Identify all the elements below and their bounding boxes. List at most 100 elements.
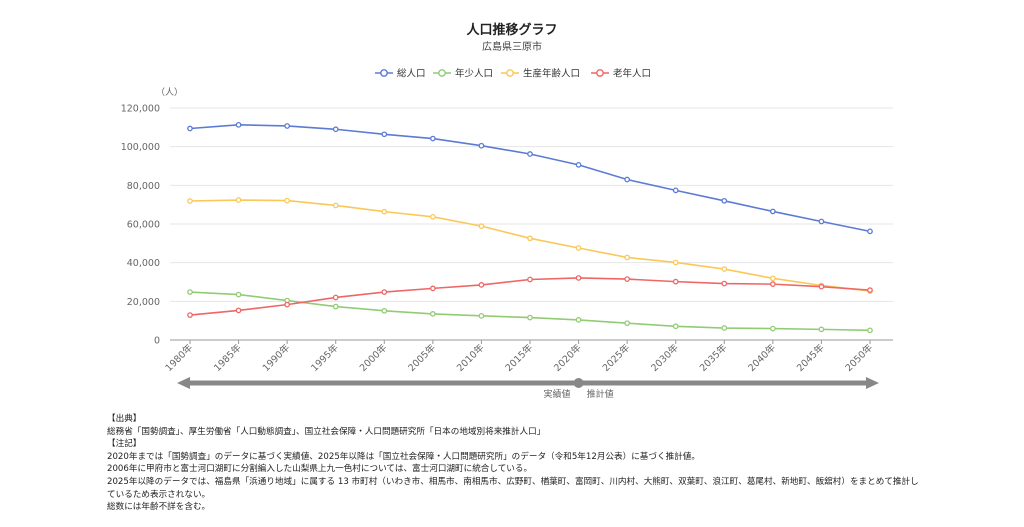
x-tick-label: 2015年 (503, 341, 536, 374)
data-point (430, 135, 436, 142)
series-lines (187, 121, 873, 334)
data-point (721, 197, 728, 204)
y-tick-label: 80,000 (127, 181, 160, 192)
x-tick-label: 1985年 (211, 341, 244, 374)
data-point (478, 223, 485, 229)
actual-projected-range-bar: 実績値 推計値 (177, 377, 879, 400)
legend-marker (380, 69, 388, 77)
x-tick-label: 2025年 (600, 341, 633, 374)
actual-label: 実績値 (544, 388, 571, 400)
chart-subtitle: 広島県三原市 (482, 42, 542, 53)
data-point (672, 187, 679, 194)
range-bar-left-arrow (177, 377, 190, 389)
x-tick-label: 2050年 (843, 341, 876, 374)
note-2: 2006年に甲府市と富士河口湖町に分割編入した山梨県上九一色村については、富士河… (107, 464, 533, 475)
data-point (478, 312, 485, 319)
data-point (575, 275, 582, 281)
range-bar-right-arrow (866, 377, 879, 389)
x-tick-label: 1980年 (163, 341, 196, 374)
data-point (867, 327, 873, 334)
data-point (527, 314, 533, 321)
x-tick-label: 1995年 (309, 341, 342, 374)
data-point (770, 275, 776, 282)
y-tick-label: 20,000 (127, 297, 160, 308)
y-tick-label: 100,000 (121, 142, 160, 153)
data-point (284, 123, 290, 129)
data-point (187, 312, 193, 318)
data-point (672, 259, 679, 266)
legend-item-1: 年少人口 (433, 68, 493, 80)
data-point (721, 266, 728, 272)
x-tick-label: 2005年 (406, 341, 439, 374)
legend-marker (596, 69, 604, 77)
data-point (430, 285, 436, 292)
data-point (721, 280, 728, 287)
data-point (527, 276, 533, 283)
notes-header: 【注記】 (107, 439, 142, 450)
series-1 (187, 289, 873, 334)
data-point (575, 317, 582, 323)
series-line (189, 277, 871, 316)
data-point (381, 131, 388, 138)
data-point (672, 323, 679, 330)
data-point (624, 176, 630, 183)
data-point (235, 307, 242, 314)
source-header: 【出典】 (107, 414, 142, 424)
note-1: 2020年までは「国勢調査」のデータに基づく実績値、2025年以降は「国立社会保… (107, 451, 700, 462)
data-point (672, 278, 679, 285)
legend-item-0: 総人口 (375, 68, 426, 80)
data-point (381, 208, 388, 215)
x-tick-label: 2030年 (649, 341, 682, 374)
data-point (770, 281, 776, 287)
range-split-marker (573, 378, 584, 388)
data-point (478, 142, 485, 149)
legend-label: 総人口 (397, 68, 426, 80)
data-point (187, 125, 193, 132)
data-point (187, 198, 193, 204)
data-point (527, 151, 533, 157)
series-line (189, 291, 871, 332)
y-axis-unit-label: （人） (156, 87, 183, 98)
y-tick-label: 120,000 (121, 104, 160, 115)
projected-label: 推計値 (587, 388, 614, 400)
data-point (527, 235, 533, 242)
x-tick-label: 2020年 (551, 341, 584, 374)
data-point (624, 276, 630, 282)
note-3: 2025年以降のデータでは、福島県「浜通り地域」に属する 13 市町村（いわき市… (107, 476, 919, 500)
data-point (818, 218, 825, 225)
data-point (332, 126, 339, 133)
x-tick-label: 2040年 (746, 341, 779, 374)
legend-marker (438, 69, 446, 77)
notes-section: 【出典】 総務省「国勢調査」、厚生労働省「人口動態調査」、国立社会保障・人口問題… (107, 413, 927, 514)
data-point (770, 208, 776, 215)
legend: 総人口 年少人口 生産年齢人口 老年人口 (375, 68, 651, 80)
series-line (189, 124, 871, 233)
note-4: 総数には年齢不詳を含む。 (107, 502, 211, 513)
y-tick-label: 60,000 (127, 220, 160, 231)
series-0 (187, 121, 873, 235)
data-point (381, 289, 388, 295)
data-point (867, 287, 873, 293)
legend-item-2: 生産年齢人口 (501, 68, 580, 80)
data-point (332, 294, 339, 301)
legend-marker (506, 69, 514, 77)
legend-label: 年少人口 (455, 68, 493, 80)
y-tick-label: 40,000 (127, 258, 160, 269)
line-chart: 総人口 年少人口 生産年齢人口 老年人口 （人） 0 20,000 40,000 60,00… (121, 68, 893, 400)
data-point (721, 325, 728, 331)
data-point (818, 326, 825, 333)
data-point (770, 325, 776, 332)
legend-label: 老年人口 (613, 68, 651, 80)
x-tick-label: 2010年 (454, 341, 487, 374)
data-point (624, 320, 630, 327)
chart-title: 人口推移グラフ (466, 23, 558, 38)
source-text: 総務省「国勢調査」、厚生労働省「人口動態調査」、国立社会保障・人口問題研究所「日… (107, 426, 546, 437)
y-axis: 0 20,000 40,000 60,000 80,000 100,000 120,000 (121, 104, 160, 347)
data-point (430, 311, 436, 317)
data-point (332, 303, 339, 310)
series-2 (187, 197, 873, 294)
data-point (284, 197, 290, 204)
data-point (867, 228, 873, 235)
data-point (430, 213, 436, 220)
x-tick-label: 2045年 (794, 341, 827, 374)
